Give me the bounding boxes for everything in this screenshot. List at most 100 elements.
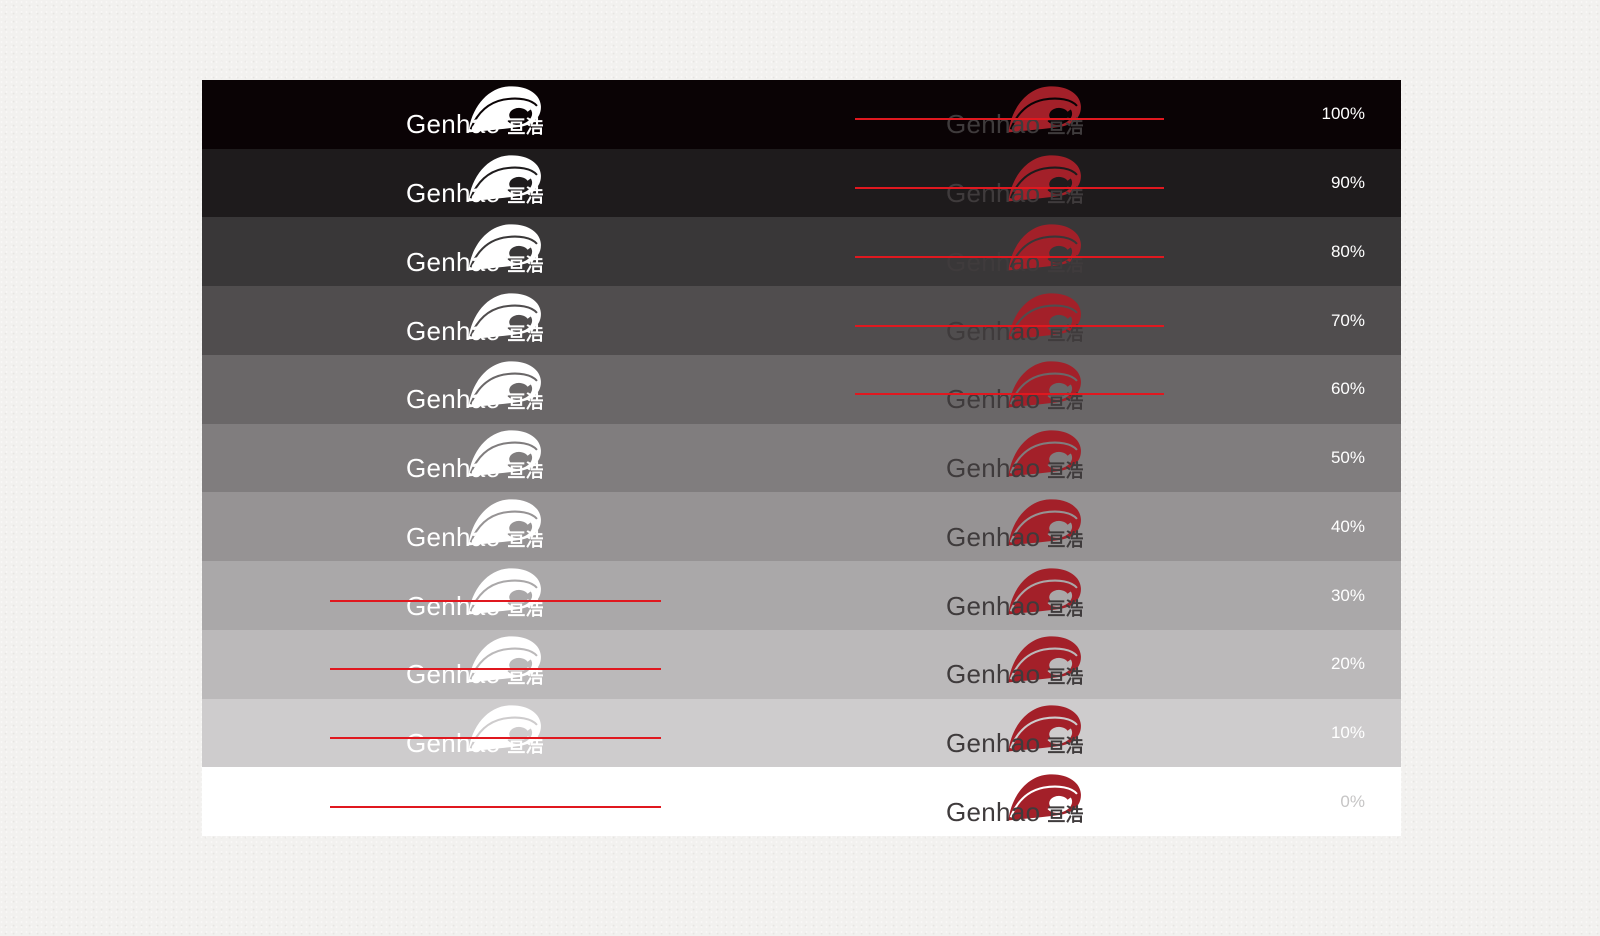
logo-swoosh-icon: [468, 224, 541, 271]
logo-swoosh-icon: [468, 705, 541, 752]
logo-color-version: Genhao 亘浩: [946, 86, 1096, 141]
tint-row-30: 30% Genhao 亘浩 Genhao 亘浩: [202, 561, 1401, 630]
logo-wordmark: Genhao: [406, 315, 501, 346]
tint-row-90: 90% Genhao 亘浩 Genhao 亘浩: [202, 148, 1401, 218]
logo-color-version: Genhao 亘浩: [946, 292, 1096, 348]
logo-wordmark: Genhao: [406, 178, 501, 209]
logo-cjk-characters: 亘浩: [1047, 598, 1084, 619]
logo-white-version: Genhao 亘浩: [406, 361, 556, 416]
percent-label: 90%: [1330, 173, 1365, 193]
logo-white-version: Genhao 亘浩: [406, 292, 556, 348]
logo-swoosh-icon: [468, 86, 541, 133]
logo-color-version: Genhao 亘浩: [946, 774, 1096, 829]
logo-color-version: Genhao 亘浩: [946, 705, 1096, 760]
tint-row-10: 10% Genhao 亘浩 Genhao 亘浩: [202, 698, 1401, 768]
logo-cjk-characters: 亘浩: [1047, 254, 1084, 275]
logo-wordmark: Genhao: [946, 796, 1041, 827]
percent-label: 10%: [1330, 722, 1365, 742]
logo-wordmark: Genhao: [406, 246, 501, 277]
strikethrough-line-left: [330, 805, 661, 808]
logo-white-version: Genhao 亘浩: [406, 224, 556, 279]
logo-cjk-characters: 亘浩: [1047, 667, 1084, 688]
logo-swoosh-icon: [1008, 155, 1081, 202]
logo-wordmark: Genhao: [946, 109, 1041, 140]
percent-label: 60%: [1330, 379, 1365, 399]
logo-swoosh-icon: [468, 361, 541, 408]
percent-label: 100%: [1321, 104, 1365, 124]
logo-cjk-characters: 亘浩: [507, 804, 544, 825]
strikethrough-line-right: [855, 324, 1164, 327]
logo-white-version: Genhao 亘浩: [406, 86, 556, 141]
logo-color-version: Genhao 亘浩: [946, 499, 1096, 554]
logo-white-version: Genhao 亘浩: [406, 636, 556, 691]
logo-cjk-characters: 亘浩: [507, 735, 544, 756]
logo-wordmark: Genhao: [406, 590, 501, 621]
logo-white-version: Genhao 亘浩: [406, 499, 556, 554]
strikethrough-line-left: [330, 737, 661, 740]
percent-label: 70%: [1330, 310, 1365, 330]
logo-cjk-characters: 亘浩: [1047, 529, 1084, 550]
strikethrough-line-left: [330, 668, 661, 671]
logo-cjk-characters: 亘浩: [1047, 804, 1084, 825]
logo-white-version: Genhao 亘浩: [406, 567, 556, 623]
logo-cjk-characters: 亘浩: [1047, 186, 1084, 207]
logo-swoosh-icon: [1008, 430, 1081, 477]
logo-swoosh-icon: [1008, 224, 1081, 271]
logo-cjk-characters: 亘浩: [507, 117, 544, 138]
strikethrough-line-right: [855, 393, 1164, 396]
logo-white-version: Genhao 亘浩: [406, 774, 556, 829]
logo-swoosh-icon: [468, 430, 541, 477]
tint-scale-panel: 100% Genhao 亘浩 Genhao 亘浩 90% Genhao 亘浩 Genhao…: [202, 80, 1401, 837]
logo-cjk-characters: 亘浩: [507, 529, 544, 550]
strikethrough-line-right: [855, 255, 1164, 258]
percent-label: 80%: [1330, 241, 1365, 261]
logo-wordmark: Genhao: [406, 659, 501, 690]
logo-wordmark: Genhao: [946, 315, 1041, 346]
logo-wordmark: Genhao: [946, 590, 1041, 621]
logo-swoosh-icon: [468, 567, 541, 614]
logo-wordmark: Genhao: [946, 521, 1041, 552]
strikethrough-line-left: [330, 599, 661, 602]
logo-cjk-characters: 亘浩: [1047, 323, 1084, 344]
logo-swoosh-icon: [468, 155, 541, 202]
logo-wordmark: Genhao: [406, 796, 501, 827]
logo-swoosh-icon: [1008, 567, 1081, 614]
logo-cjk-characters: 亘浩: [1047, 461, 1084, 482]
percent-label: 20%: [1330, 654, 1365, 674]
logo-color-version: Genhao 亘浩: [946, 636, 1096, 691]
logo-wordmark: Genhao: [946, 727, 1041, 758]
tint-row-50: 50% Genhao 亘浩 Genhao 亘浩: [202, 423, 1401, 493]
tint-row-100: 100% Genhao 亘浩 Genhao 亘浩: [202, 80, 1401, 149]
logo-swoosh-icon: [468, 774, 541, 821]
logo-swoosh-icon: [1008, 361, 1081, 408]
logo-wordmark: Genhao: [946, 659, 1041, 690]
logo-swoosh-icon: [468, 292, 541, 339]
tint-row-60: 60% Genhao 亘浩 Genhao 亘浩: [202, 354, 1401, 424]
strikethrough-line-right: [855, 187, 1164, 190]
logo-white-version: Genhao 亘浩: [406, 155, 556, 210]
logo-wordmark: Genhao: [406, 521, 501, 552]
logo-cjk-characters: 亘浩: [507, 461, 544, 482]
logo-color-version: Genhao 亘浩: [946, 361, 1096, 416]
logo-cjk-characters: 亘浩: [1047, 117, 1084, 138]
logo-cjk-characters: 亘浩: [1047, 735, 1084, 756]
percent-label: 40%: [1330, 516, 1365, 536]
logo-color-version: Genhao 亘浩: [946, 224, 1096, 279]
tint-row-0: 0% Genhao 亘浩 Genhao 亘浩: [202, 767, 1401, 837]
logo-wordmark: Genhao: [946, 178, 1041, 209]
logo-wordmark: Genhao: [946, 384, 1041, 415]
logo-cjk-characters: 亘浩: [507, 323, 544, 344]
logo-wordmark: Genhao: [406, 727, 501, 758]
logo-swoosh-icon: [1008, 636, 1081, 683]
percent-label: 30%: [1330, 585, 1365, 605]
logo-color-version: Genhao 亘浩: [946, 155, 1096, 210]
logo-wordmark: Genhao: [946, 453, 1041, 484]
logo-white-version: Genhao 亘浩: [406, 705, 556, 760]
logo-swoosh-icon: [1008, 774, 1081, 821]
logo-swoosh-icon: [1008, 86, 1081, 133]
logo-cjk-characters: 亘浩: [1047, 392, 1084, 413]
logo-cjk-characters: 亘浩: [507, 186, 544, 207]
logo-cjk-characters: 亘浩: [507, 392, 544, 413]
logo-color-version: Genhao 亘浩: [946, 567, 1096, 623]
